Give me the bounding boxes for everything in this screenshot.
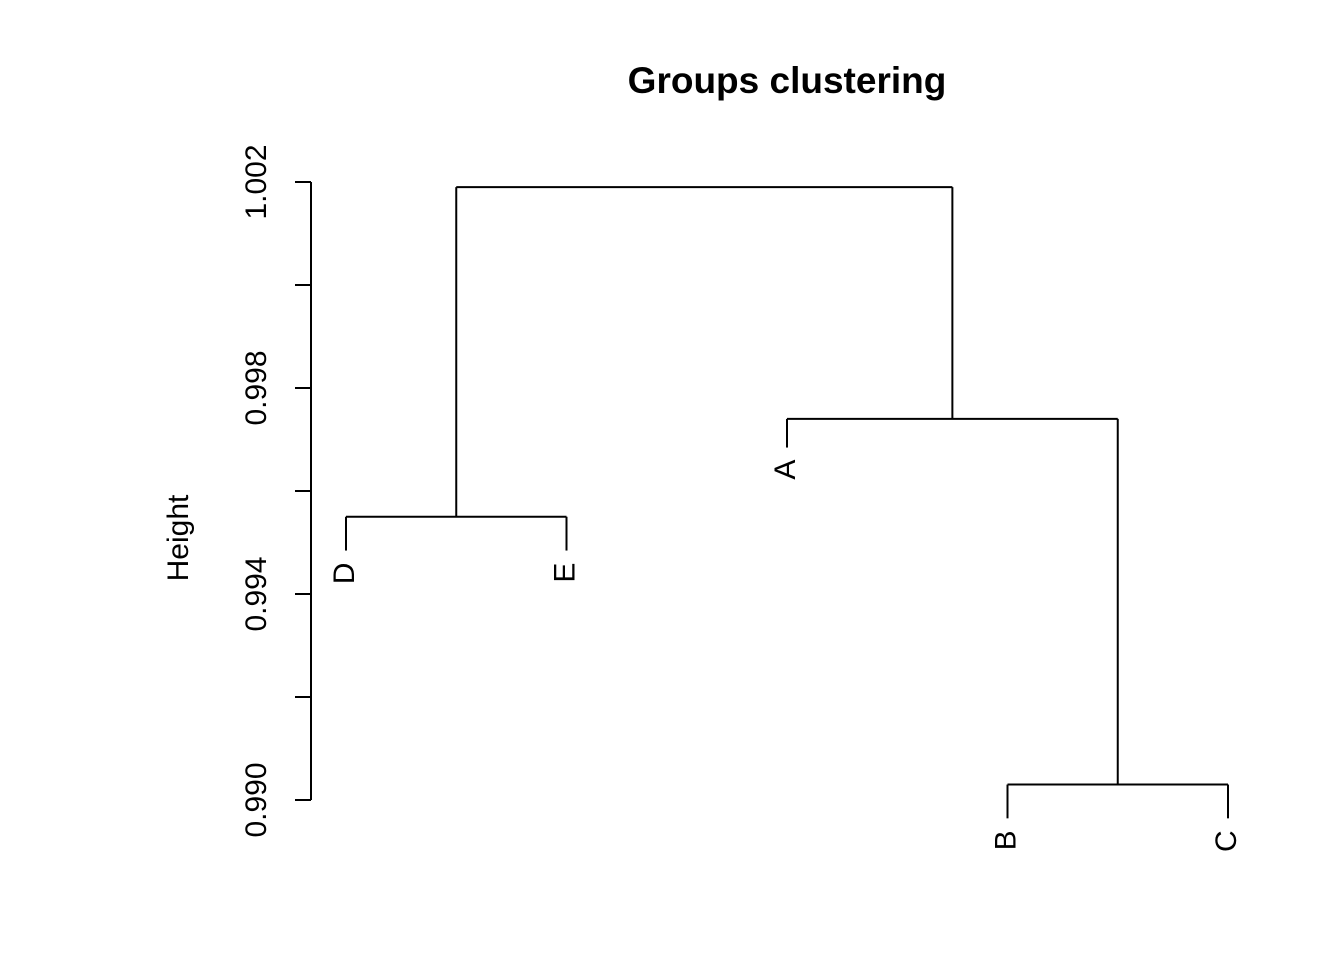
chart-title: Groups clustering: [628, 60, 947, 101]
y-tick-label: 0.998: [240, 350, 273, 425]
leaf-label-b: B: [989, 830, 1022, 850]
y-tick-label: 0.990: [240, 762, 273, 837]
y-axis: 0.990 0.994 0.998 1.002: [240, 144, 312, 838]
y-tick-label: 0.994: [240, 556, 273, 631]
leaf-label-d: D: [328, 563, 361, 585]
leaf-label-c: C: [1210, 830, 1243, 852]
leaf-labels: D E A B C: [328, 460, 1243, 852]
leaf-label-e: E: [548, 563, 581, 583]
dendrogram-tree: [345, 186, 1229, 819]
leaf-label-a: A: [769, 460, 802, 480]
y-axis-label: Height: [162, 494, 195, 581]
y-tick-label: 1.002: [240, 144, 273, 219]
